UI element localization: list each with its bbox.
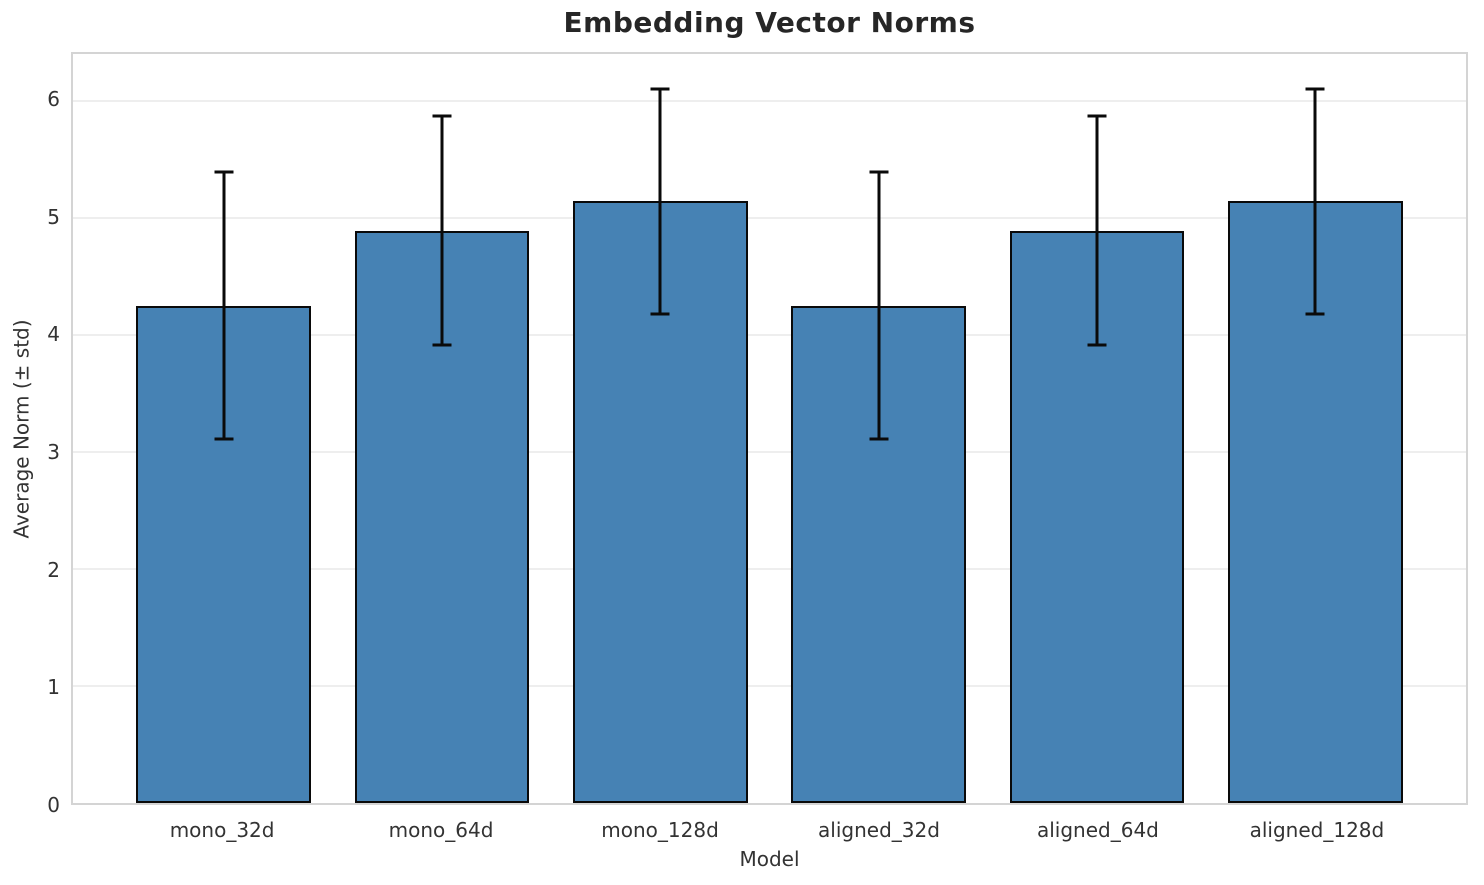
y-tick-label-5: 5 xyxy=(47,204,60,229)
y-tick-label-1: 1 xyxy=(47,675,60,700)
y-tick-label-3: 3 xyxy=(47,440,60,465)
y-tick-label-6: 6 xyxy=(47,87,60,112)
x-tick-label-mono_32d: mono_32d xyxy=(169,818,275,842)
gridline-y1 xyxy=(73,684,1466,687)
errorbar-cap-bottom-aligned_128d xyxy=(1305,312,1325,316)
errorbar-cap-top-mono_64d xyxy=(432,114,452,118)
x-axis-ticks: mono_32d mono_64d mono_128d aligned_32d alig… xyxy=(71,818,1468,844)
errorbar-mono_32d xyxy=(222,172,226,440)
gridline-y2 xyxy=(73,567,1466,570)
x-tick-label-aligned_128d: aligned_128d xyxy=(1249,818,1385,842)
errorbar-cap-bottom-aligned_32d xyxy=(869,437,889,441)
errorbar-cap-bottom-mono_64d xyxy=(432,343,452,347)
errorbar-cap-top-aligned_64d xyxy=(1087,114,1107,118)
errorbar-cap-bottom-aligned_64d xyxy=(1087,343,1107,347)
errorbar-mono_128d xyxy=(658,89,662,314)
errorbar-cap-top-mono_32d xyxy=(214,170,234,174)
x-axis-label: Model xyxy=(739,847,800,871)
x-tick-label-aligned_32d: aligned_32d xyxy=(818,818,940,842)
errorbar-cap-bottom-mono_32d xyxy=(214,437,234,441)
y-tick-label-0: 0 xyxy=(47,793,60,817)
errorbar-aligned_128d xyxy=(1313,89,1317,314)
plot-area xyxy=(71,52,1468,805)
x-tick-label-mono_128d: mono_128d xyxy=(601,818,719,842)
x-tick-label-mono_64d: mono_64d xyxy=(388,818,494,842)
errorbar-mono_64d xyxy=(440,116,444,346)
x-tick-label-aligned_64d: aligned_64d xyxy=(1036,818,1159,842)
gridline-y5 xyxy=(73,216,1466,219)
errorbar-cap-bottom-mono_128d xyxy=(650,312,670,316)
y-axis-ticks: 0 1 2 3 4 5 6 xyxy=(0,52,60,815)
errorbar-aligned_64d xyxy=(1095,116,1099,346)
errorbar-cap-top-aligned_128d xyxy=(1305,87,1325,91)
y-tick-label-2: 2 xyxy=(47,557,60,582)
gridline-y3 xyxy=(73,450,1466,453)
bar-mono_32d xyxy=(136,305,311,803)
errorbar-cap-top-aligned_32d xyxy=(869,170,889,174)
y-tick-label-4: 4 xyxy=(47,322,60,347)
errorbar-cap-top-mono_128d xyxy=(650,87,670,91)
chart-title: Embedding Vector Norms xyxy=(563,6,976,39)
gridline-y4 xyxy=(73,333,1466,336)
errorbar-aligned_32d xyxy=(877,172,881,440)
gridline-y6 xyxy=(73,99,1466,102)
